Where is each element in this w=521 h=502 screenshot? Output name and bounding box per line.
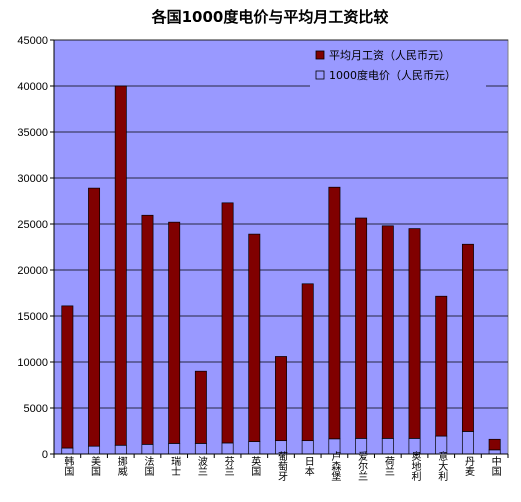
bar-wage-1 <box>88 187 101 447</box>
bar-price-6 <box>221 442 234 455</box>
bar-price-5 <box>194 443 207 455</box>
bar-wage-10 <box>328 186 341 440</box>
bar-price-12 <box>381 438 394 455</box>
bar-wage-12 <box>381 225 394 439</box>
bar-price-2 <box>114 444 127 455</box>
bar-wage-14 <box>435 295 448 437</box>
bar-wage-16 <box>488 438 501 451</box>
y-tick-label: 15000 <box>17 311 48 323</box>
y-axis: 0 5000 10000 15000 20000 25000 30000 35000 40000… <box>17 35 55 461</box>
bar-wage-7 <box>248 233 261 442</box>
legend-box <box>310 46 486 89</box>
bar-wage-9 <box>301 283 314 442</box>
chart-title: 各国1000度电价与平均月工资比较 <box>151 8 389 26</box>
bar-wage-4 <box>168 221 181 444</box>
y-tick-label: 5000 <box>24 403 48 415</box>
bar-wage-8 <box>275 356 287 442</box>
bar-price-15 <box>461 431 474 455</box>
y-tick-label: 20000 <box>17 265 48 277</box>
bar-price-7 <box>248 441 261 455</box>
x-tick-label: 波兰 <box>195 455 207 476</box>
x-tick-label: 美国 <box>89 455 101 477</box>
x-tick-label: 法国 <box>142 455 154 477</box>
bar-wage-6 <box>221 202 234 444</box>
y-tick-label: 35000 <box>17 127 48 139</box>
x-tick-label: 瑞士 <box>169 456 181 476</box>
bar-price-1 <box>88 445 101 455</box>
x-tick-label: 荷兰 <box>382 456 394 476</box>
bar-wage-11 <box>355 217 368 439</box>
x-tick-label: 奥地利 <box>409 450 421 481</box>
bar-wage-15 <box>461 243 474 432</box>
bar-price-4 <box>168 443 181 455</box>
legend-swatch-wage <box>315 50 325 60</box>
x-tick-label: 芬兰 <box>222 456 234 476</box>
bar-price-9 <box>301 440 314 455</box>
x-tick-label: 卢森堡 <box>329 450 341 481</box>
bar-price-0 <box>61 447 74 455</box>
x-tick-label: 英国 <box>249 455 261 477</box>
bar-price-16 <box>488 449 501 455</box>
x-axis: 韩国 美国 挪威 法国 瑞士 波兰 芬兰 英国 葡萄牙 日本 卢森堡 爱尔兰 荷兰 奥地利 意大利 丹麦 中国 <box>53 450 509 482</box>
y-tick-label: 45000 <box>17 35 48 47</box>
legend: 平均月工资（人民币元） 1000度电价（人民币元） <box>310 46 486 89</box>
bar-price-3 <box>141 443 154 455</box>
bar-wage-13 <box>408 228 421 439</box>
y-tick-label: 30000 <box>17 173 48 185</box>
x-tick-label: 丹麦 <box>462 456 474 477</box>
y-tick-label: 0 <box>42 449 48 461</box>
y-tick-label: 10000 <box>17 357 48 369</box>
bar-wage-5 <box>194 370 207 444</box>
x-tick-label: 意大利 <box>436 450 448 481</box>
x-tick-label: 挪威 <box>115 455 127 477</box>
x-tick-label: 日本 <box>302 456 314 477</box>
x-tick-label: 葡萄牙 <box>276 450 288 482</box>
x-tick-label: 中国 <box>489 455 501 477</box>
bar-wage-2 <box>114 85 127 446</box>
bar-wage-3 <box>141 214 154 445</box>
legend-swatch-price <box>315 70 325 80</box>
bars <box>61 85 501 455</box>
x-tick-label: 韩国 <box>62 455 74 477</box>
y-tick-label: 40000 <box>17 81 48 93</box>
x-tick-label: 爱尔兰 <box>356 450 368 481</box>
legend-label-wage: 平均月工资（人民币元） <box>329 49 450 62</box>
bar-wage-0 <box>61 305 74 449</box>
y-tick-label: 25000 <box>17 219 48 231</box>
legend-label-price: 1000度电价（人民币元） <box>329 68 456 82</box>
